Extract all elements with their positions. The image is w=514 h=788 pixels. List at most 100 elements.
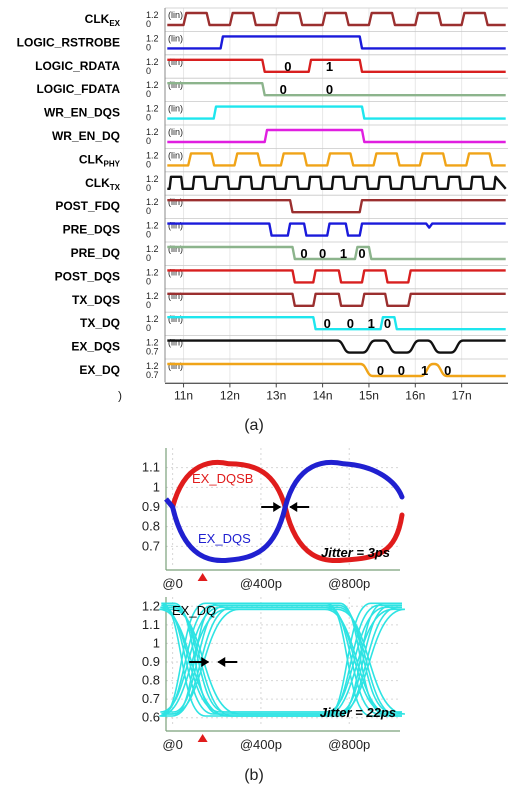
signal-name: EX_DQ [79, 363, 120, 377]
scale-mode-label: (lin) [168, 361, 183, 371]
waveform [167, 82, 506, 97]
scale-low-label: 0 [146, 253, 151, 263]
signal-row: EX_DQS 1.20.7 (lin) [71, 338, 506, 357]
scale-high-label: 1.2 [146, 127, 159, 137]
signal-row: CLKEX 1.20 (lin) [85, 10, 506, 29]
eye-y-tick-label: 0.9 [142, 499, 160, 514]
eye-x-tick-label: @800p [328, 737, 370, 752]
scale-high-label: 1.2 [146, 338, 159, 348]
scale-high-label: 1.2 [146, 57, 159, 67]
bit-label: 0 [319, 246, 326, 261]
signal-row: POST_DQS 1.20 (lin) [55, 267, 506, 286]
eye-y-tick-label: 0.8 [142, 519, 160, 534]
signal-name: CLK [85, 12, 110, 26]
trigger-marker [197, 734, 208, 742]
signal-row: LOGIC_RSTROBE 1.20 (lin) [17, 33, 506, 52]
waveform [167, 175, 507, 190]
signal-label: CLKEX [85, 12, 121, 28]
signal-label: EX_DQS [71, 340, 120, 354]
signal-row: POST_FDQ 1.20 (lin) [55, 197, 506, 216]
signal-label: LOGIC_FDATA [36, 82, 120, 96]
eye-trace-dqs-lead [164, 497, 175, 509]
scale-high-label: 1.2 [146, 174, 159, 184]
scale-low-label: 0 [146, 276, 151, 286]
time-tick-label: 13n [266, 388, 286, 402]
scale-mode-label: (lin) [168, 33, 183, 43]
eye-trace-dq [166, 608, 406, 715]
eye-x-tick-label: @400p [240, 737, 282, 752]
scale-high-label: 1.2 [146, 291, 159, 301]
scale-low-label: 0.7 [146, 370, 159, 380]
signal-label: POST_FDQ [55, 199, 120, 213]
scale-mode-label: (lin) [168, 338, 183, 348]
eye-trace-dq [166, 602, 402, 715]
signal-label: PRE_DQS [63, 223, 120, 237]
eye-y-tick-label: 1.1 [142, 460, 160, 475]
signal-row: TX_DQ 1.20(lin) 0 0 1 0 [80, 314, 506, 333]
scale-high-label: 1.2 [146, 221, 159, 231]
scale-mode-label: (lin) [168, 150, 183, 160]
signal-name: LOGIC_RDATA [35, 59, 120, 73]
scale-low-label: 0 [146, 113, 151, 123]
bit-label: 0 [284, 59, 291, 74]
scale-mode-label: (lin) [168, 267, 183, 277]
eye-trace-dq [166, 606, 402, 717]
time-axis: 11n 12n 13n 14n 15n 16n 17n) [118, 382, 508, 402]
time-tick-label: 11n [174, 388, 193, 402]
scale-low-label: 0 [146, 323, 151, 333]
scale-low-label: 0.7 [146, 347, 159, 357]
waveform [167, 269, 506, 284]
scale-high-label: 1.2 [146, 361, 159, 371]
bit-label: 0 [358, 246, 365, 261]
scale-low-label: 0 [146, 66, 151, 76]
signal-label: PRE_DQ [71, 246, 120, 260]
waveform [167, 128, 506, 144]
scale-low-label: 0 [146, 230, 151, 240]
waveform [167, 362, 506, 378]
arrow-left-pointing-icon [289, 502, 298, 512]
time-tick-label: 17n [452, 388, 472, 402]
scale-high-label: 1.2 [146, 267, 159, 277]
eye-trace-dqs [170, 459, 405, 564]
signal-subscript: TX [110, 183, 121, 192]
dq-eye-panel: 1.2 1.1 1 0.9 0.8 0.7 0.6@0 @400p @800p EX_DQ Jitt… [142, 597, 406, 752]
scale-low-label: 0 [146, 19, 151, 29]
scale-high-label: 1.2 [146, 104, 159, 114]
scale-low-label: 0 [146, 136, 151, 146]
scale-mode-label: (lin) [168, 291, 183, 301]
scale-mode-label: (lin) [168, 197, 183, 207]
caption-a: (a) [244, 417, 264, 434]
signal-name: WR_EN_DQS [44, 106, 120, 120]
signal-name: POST_FDQ [55, 199, 120, 213]
scale-mode-label: (lin) [168, 80, 183, 90]
waveform [167, 35, 506, 50]
signal-name: PRE_DQS [63, 223, 120, 237]
timing-grid [164, 7, 508, 383]
signal-row: CLKPHY 1.20 (lin) [79, 150, 506, 169]
signal-name: TX_DQS [72, 293, 120, 307]
eye-y-tick-label: 1.1 [142, 617, 160, 632]
signal-row: CLKTX 1.20 [85, 174, 507, 193]
waveform [167, 152, 506, 167]
signal-name: CLK [85, 176, 110, 190]
bit-label: 0 [444, 363, 451, 378]
scale-high-label: 1.2 [146, 244, 159, 254]
eye-y-tick-label: 1 [153, 479, 160, 494]
scale-mode-label: (lin) [168, 244, 183, 254]
signal-label: LOGIC_RSTROBE [17, 35, 120, 49]
bit-label: 1 [368, 316, 375, 331]
eye-y-tick-label: 0.6 [142, 710, 160, 725]
signal-label: TX_DQ [80, 316, 120, 330]
series-label-dqs: EX_DQS [198, 531, 251, 546]
scale-mode-label: (lin) [168, 10, 183, 20]
eye-trace-dq [166, 608, 406, 715]
waveform [167, 292, 506, 307]
signal-name: TX_DQ [80, 316, 120, 330]
trigger-marker [197, 573, 208, 581]
series-label-dq: EX_DQ [172, 603, 216, 618]
bit-label: 0 [326, 82, 333, 97]
eye-x-tick-label: @0 [162, 737, 182, 752]
scale-high-label: 1.2 [146, 150, 159, 160]
dqs-eye-panel: 1.1 1 0.9 0.8 0.7 @0 @400p @800p EX_DQSB EX_DQS Ji… [142, 448, 405, 591]
